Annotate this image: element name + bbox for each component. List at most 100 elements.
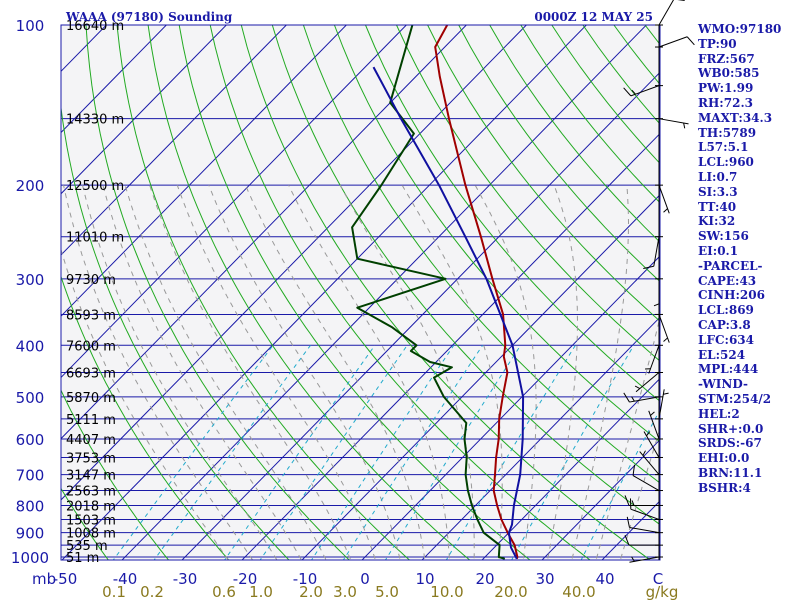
mixing-ratio-label: 0.1	[102, 583, 126, 600]
dry-adiabat-line	[209, 25, 591, 560]
wind-barb	[648, 410, 663, 440]
moist-adiabat-line	[595, 315, 660, 560]
wind-barb	[629, 498, 663, 520]
pressure-tick-label: 200	[16, 177, 45, 195]
dry-adiabat-line	[85, 25, 350, 560]
index-line: BSHR:4	[698, 480, 751, 495]
moist-adiabat-line	[401, 184, 503, 560]
index-line: LCL:960	[698, 155, 754, 170]
index-line: FRZ:567	[698, 51, 755, 66]
wind-barb-half-flag	[663, 337, 668, 342]
wind-barb-staff	[630, 85, 660, 97]
index-line: LCL:869	[698, 303, 754, 318]
wind-barb-half-flag	[631, 89, 636, 95]
mixing-ratio-line	[153, 345, 311, 560]
dewpoint-trace	[351, 25, 506, 560]
wind-barb-staff	[629, 526, 660, 534]
height-tick-label: 2563 m	[66, 485, 116, 500]
mixing-ratio-label: 2.0	[299, 583, 323, 600]
wind-barb-half-flag	[634, 385, 641, 390]
index-line: KI:32	[698, 214, 736, 229]
dry-adiabat-line	[458, 25, 660, 283]
mixing-ratio-label: 40.0	[562, 583, 595, 600]
wind-barb-half-flag	[663, 392, 669, 395]
moist-adiabat-line	[63, 184, 254, 560]
pressure-unit-label: mb	[32, 570, 56, 588]
wind-barb-staff	[658, 36, 688, 48]
moist-adiabat-line	[546, 184, 578, 560]
dry-adiabat-line	[240, 25, 652, 560]
height-tick-label: 3147 m	[66, 469, 116, 484]
pressure-tick-label: 500	[16, 389, 45, 407]
wind-barb	[626, 516, 663, 534]
moist-adiabat-line	[82, 184, 278, 560]
height-tick-label: 535 m	[66, 539, 108, 554]
wind-barb	[653, 278, 663, 309]
index-line: SHR+:0.0	[698, 421, 764, 436]
mixing-ratio-unit-label: g/kg	[646, 583, 679, 600]
index-line: CAP:3.8	[698, 317, 751, 332]
index-line: EHI:0.0	[698, 451, 750, 466]
temperature-trace	[434, 25, 519, 560]
temperature-tick-label: -10	[293, 570, 318, 588]
wind-barb-flag	[643, 265, 654, 269]
height-tick-label: 2018 m	[66, 499, 116, 514]
isotherm-line	[61, 25, 228, 195]
index-line: WMO:97180	[698, 22, 782, 36]
height-tick-label: 6693 m	[66, 367, 116, 382]
wind-barb-staff	[648, 410, 660, 440]
wind-barb	[655, 0, 685, 26]
temperature-tick-label: 0	[360, 570, 370, 588]
wind-barb-flag	[624, 534, 630, 546]
temperature-tick-label: -40	[113, 570, 138, 588]
height-tick-label: 4407 m	[66, 433, 116, 448]
wind-barb	[655, 36, 695, 48]
wind-barb	[624, 495, 663, 506]
index-line: LI:0.7	[698, 169, 738, 184]
dry-adiabat-line	[61, 487, 109, 560]
height-tick-label: 51 m	[66, 551, 99, 566]
index-line: CINH:206	[698, 288, 765, 303]
wind-barb-half-flag	[631, 556, 635, 562]
isotherm-line	[61, 25, 288, 256]
wind-barb-half-flag	[642, 450, 646, 456]
index-line: -PARCEL-	[698, 258, 763, 273]
pressure-tick-label: 600	[16, 431, 45, 449]
dry-adiabat-line	[116, 25, 411, 560]
wind-barb-half-flag	[646, 431, 651, 437]
wind-barb-flag	[626, 516, 630, 528]
moist-adiabat-line	[149, 184, 352, 560]
mixing-ratio-line	[580, 408, 660, 560]
dry-adiabat-line	[0, 25, 54, 568]
height-tick-label: 1503 m	[66, 513, 116, 528]
station-title: WAAA (97180) Sounding	[65, 10, 233, 24]
wind-barb-column	[623, 0, 695, 563]
mixing-ratio-line	[259, 345, 408, 560]
temperature-tick-label: -30	[173, 570, 198, 588]
mixing-ratio-label: 0.6	[212, 583, 236, 600]
mixing-ratio-label: 1.0	[249, 583, 273, 600]
temperature-tick-label: 20	[475, 570, 494, 588]
index-line: L57:5.1	[698, 140, 749, 155]
moist-adiabat-line	[474, 184, 537, 560]
moist-adiabat-line	[571, 185, 630, 560]
isotherm-line	[421, 316, 660, 560]
index-line: MAXT:34.3	[698, 110, 773, 125]
wind-barb-half-flag	[683, 122, 686, 129]
index-line: SW:156	[698, 229, 749, 244]
plot-frame	[60, 24, 661, 561]
wind-barb-flag	[624, 495, 630, 506]
wind-barb	[643, 236, 663, 269]
height-tick-label: 11010 m	[66, 231, 124, 246]
wind-barb-staff	[658, 314, 670, 343]
index-line: LFC:634	[698, 332, 754, 347]
index-line: WB0:585	[698, 66, 760, 81]
dry-adiabat-line	[61, 389, 170, 560]
dry-adiabat-line	[302, 25, 660, 484]
moist-adiabat-line	[124, 184, 327, 560]
wind-barb-half-flag	[650, 411, 655, 416]
wind-barb-staff	[635, 372, 660, 393]
wind-barb-staff	[658, 184, 670, 214]
pressure-tick-label: 100	[16, 17, 45, 35]
